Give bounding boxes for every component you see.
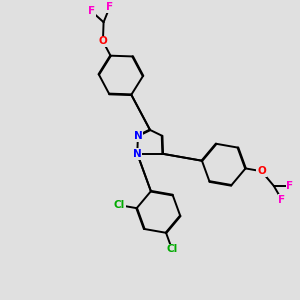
Text: F: F [88, 6, 95, 16]
Text: O: O [98, 36, 107, 46]
Text: Cl: Cl [114, 200, 125, 210]
Text: F: F [106, 2, 113, 12]
Text: O: O [257, 166, 266, 176]
Text: Cl: Cl [167, 244, 178, 254]
Text: F: F [286, 181, 294, 191]
Text: N: N [133, 149, 142, 159]
Text: N: N [134, 131, 142, 141]
Text: F: F [278, 195, 286, 205]
